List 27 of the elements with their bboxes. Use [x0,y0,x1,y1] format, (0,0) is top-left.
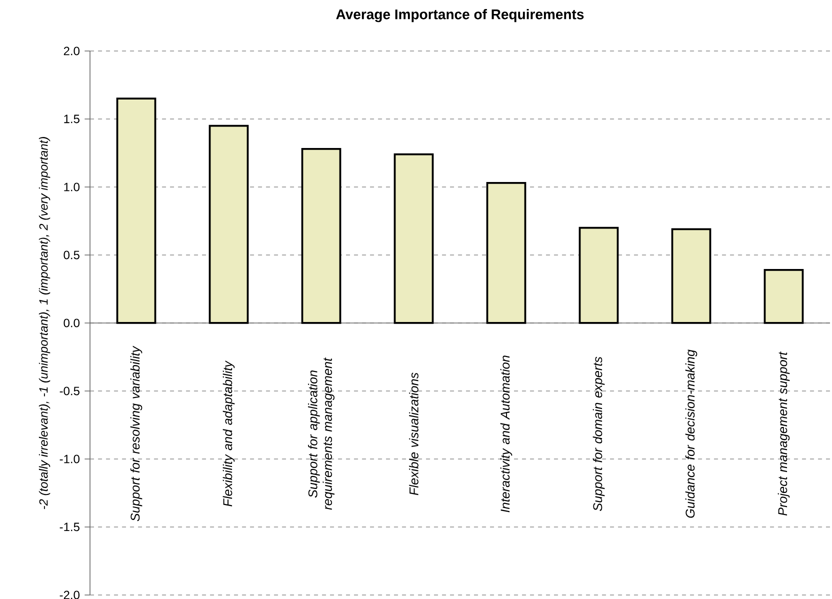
bar [671,228,712,324]
bar [578,226,619,324]
y-tick-label: -1.0 [60,454,80,464]
y-tick-label: 0.0 [64,318,80,328]
x-tick-label: Support for resolving variability [130,346,142,522]
x-tick-label: Flexible visualizations [409,372,418,496]
bar [486,182,526,324]
bar [394,153,434,324]
x-tick-label: Guidance for decision-making [685,350,698,518]
bar [208,124,249,324]
x-tick-label: Flexibility and adaptability [222,360,235,506]
bar [116,98,156,324]
y-axis-title: -2 (totally irrelevant), -1 (unimportant), 1 (important), 2 (very important) [38,137,50,510]
y-tick-label: 2.0 [64,46,80,56]
y-tick-label: -0.5 [60,386,80,396]
x-tick-label: Interactivity and Automation [500,356,512,512]
y-tick-label: -2.0 [60,590,80,599]
y-tick-label: 1.5 [64,114,80,124]
y-tick-label: 1.0 [64,182,80,192]
y-tick-label: 0.5 [64,250,80,260]
bar [301,148,342,324]
x-tick-label: Support for domain experts [592,356,605,512]
x-tick-label: Project management support [778,352,790,516]
bar [764,269,804,324]
y-tick-label: -1.5 [60,522,80,532]
x-tick-label: Support for application requirements management [308,357,334,510]
chart-title: Average Importance of Requirements [336,9,584,22]
